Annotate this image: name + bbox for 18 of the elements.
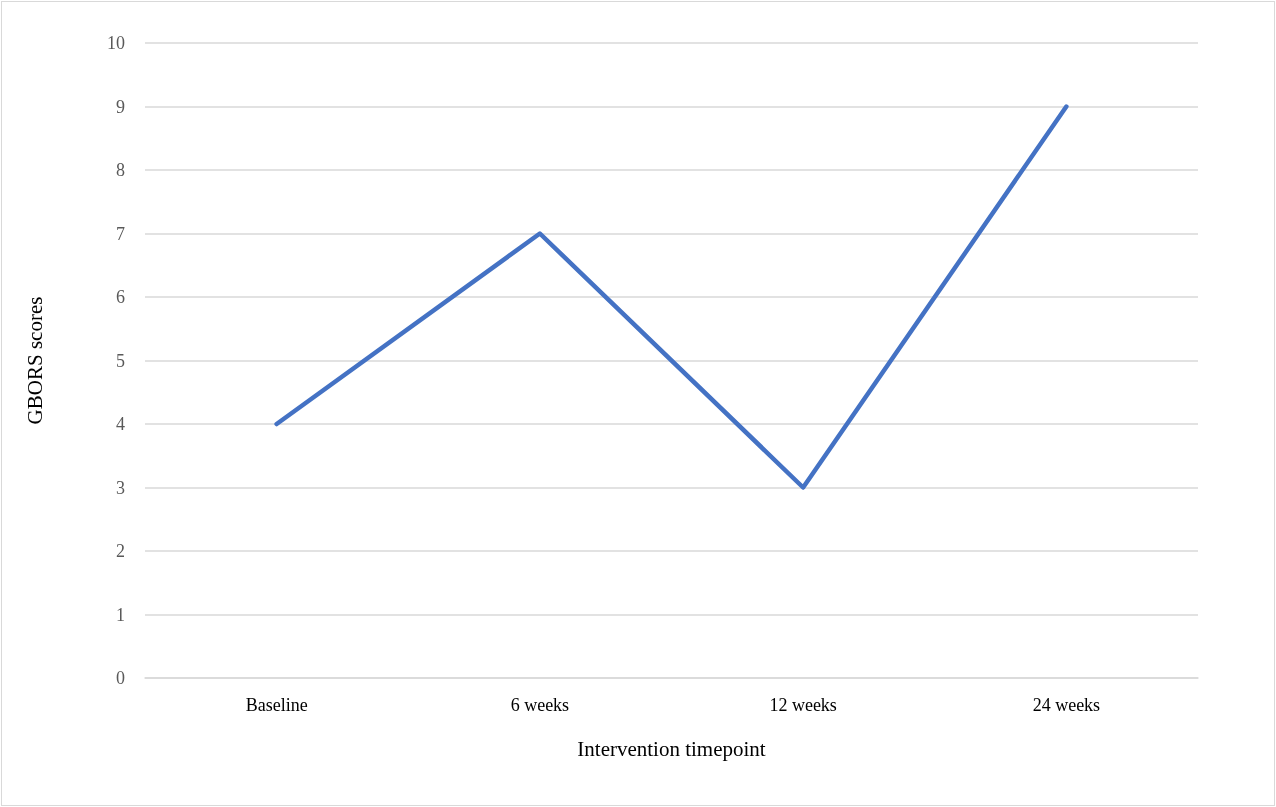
line-series [274, 104, 1069, 490]
x-tick-label: 12 weeks [769, 695, 837, 715]
y-tick-label: 4 [116, 414, 125, 434]
y-tick-label: 6 [116, 287, 125, 307]
y-tick-label: 7 [116, 223, 125, 244]
y-tick-label: 5 [116, 350, 125, 371]
y-tick-label: 2 [116, 541, 125, 561]
x-tick-label: 6 weeks [510, 695, 570, 715]
x-axis-title: Intervention timepoint [577, 736, 766, 761]
x-tick-label: 24 weeks [1032, 695, 1101, 715]
y-tick-label: 10 [107, 33, 125, 53]
y-tick-label: 8 [116, 160, 125, 180]
y-tick-label: 1 [116, 604, 125, 625]
y-tick-label: 9 [116, 96, 125, 117]
x-tick-label: Baseline [245, 695, 308, 715]
y-axis-title: GBORS scores [22, 296, 47, 425]
y-tick-label: 0 [116, 668, 125, 688]
y-tick-label: 3 [116, 477, 125, 498]
